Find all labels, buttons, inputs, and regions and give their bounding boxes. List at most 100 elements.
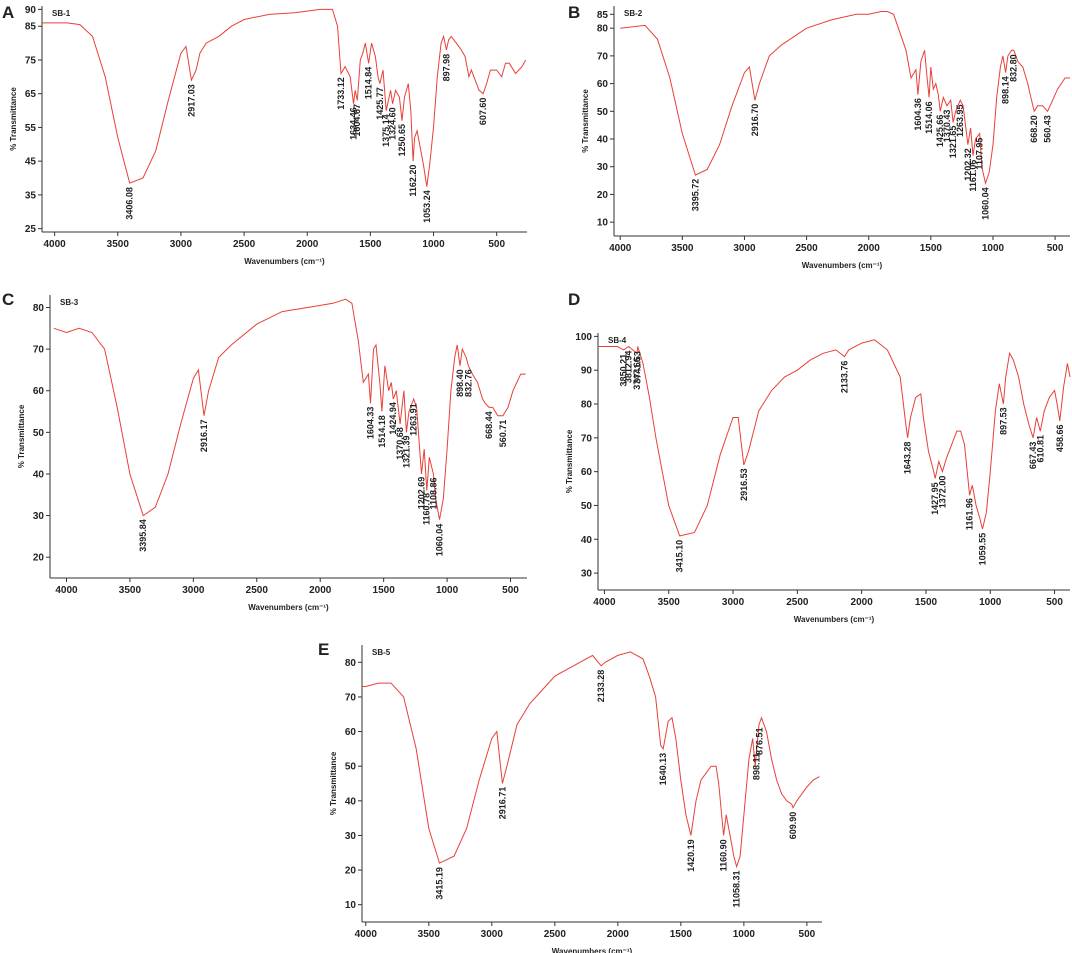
peak-label: 2916.71 bbox=[497, 787, 507, 820]
peak-label: 832.76 bbox=[463, 369, 473, 397]
peak-label: 1321.65 bbox=[948, 126, 958, 159]
x-axis-title: Wavenumbers (cm⁻¹) bbox=[244, 257, 325, 266]
x-tick-label: 3000 bbox=[170, 239, 193, 250]
peak-label: 560.43 bbox=[1043, 115, 1053, 143]
peak-label: 3747.66 bbox=[632, 357, 642, 390]
y-tick-label: 90 bbox=[25, 5, 37, 16]
peak-label: 1514.18 bbox=[377, 415, 387, 448]
y-tick-label: 50 bbox=[33, 428, 45, 439]
y-tick-label: 50 bbox=[597, 107, 609, 118]
x-tick-label: 500 bbox=[799, 929, 816, 940]
x-tick-label: 2000 bbox=[296, 239, 319, 250]
sample-label: SB-5 bbox=[372, 648, 391, 657]
peak-label: 3415.19 bbox=[434, 867, 444, 900]
peak-label: 1372.00 bbox=[937, 476, 947, 509]
y-tick-label: 55 bbox=[25, 123, 37, 134]
y-tick-label: 80 bbox=[345, 658, 357, 669]
spectrum-line bbox=[598, 339, 1071, 537]
peak-label: 1733.12 bbox=[336, 77, 346, 110]
spectrum-line bbox=[42, 8, 527, 187]
panel-letter: D bbox=[568, 290, 580, 309]
y-tick-label: 65 bbox=[25, 89, 37, 100]
y-tick-label: 20 bbox=[33, 553, 45, 564]
x-tick-label: 500 bbox=[488, 239, 505, 250]
y-tick-label: 20 bbox=[597, 190, 609, 201]
y-tick-label: 70 bbox=[33, 345, 45, 356]
x-tick-label: 3000 bbox=[481, 929, 504, 940]
x-tick-label: 2000 bbox=[309, 585, 332, 596]
y-tick-label: 30 bbox=[345, 831, 357, 842]
peak-label: 2133.28 bbox=[596, 670, 606, 703]
peak-label: 1108.86 bbox=[428, 478, 438, 510]
y-tick-label: 85 bbox=[25, 22, 37, 33]
y-tick-label: 80 bbox=[581, 400, 593, 411]
peak-label: 1160.78 bbox=[422, 493, 432, 525]
y-tick-label: 30 bbox=[581, 569, 593, 580]
peak-label: 1643.28 bbox=[903, 442, 913, 475]
peak-label: 1604.67 bbox=[352, 104, 362, 137]
x-tick-label: 2500 bbox=[786, 597, 809, 608]
sample-label: SB-1 bbox=[52, 9, 71, 18]
x-tick-label: 1000 bbox=[979, 597, 1002, 608]
x-tick-label: 3500 bbox=[658, 597, 681, 608]
x-tick-label: 4000 bbox=[55, 585, 78, 596]
x-tick-label: 3500 bbox=[119, 585, 142, 596]
peak-label: 1634.46 bbox=[348, 107, 358, 140]
y-axis-title: % Transmittance bbox=[9, 87, 18, 151]
peak-label: 11058.31 bbox=[732, 870, 742, 907]
y-tick-label: 75 bbox=[25, 55, 37, 66]
y-tick-label: 60 bbox=[33, 386, 45, 397]
peak-label: 1424.94 bbox=[388, 402, 398, 435]
sample-label: SB-2 bbox=[624, 9, 643, 18]
y-tick-label: 30 bbox=[33, 511, 45, 522]
peak-label: 2916.53 bbox=[739, 468, 749, 501]
y-tick-label: 20 bbox=[345, 866, 357, 877]
peak-label: 1514.06 bbox=[924, 101, 934, 134]
x-tick-label: 2500 bbox=[795, 243, 818, 254]
peak-label: 898.11 bbox=[752, 753, 762, 780]
y-tick-label: 80 bbox=[597, 24, 609, 35]
peak-label: 668.20 bbox=[1029, 115, 1039, 143]
y-tick-label: 30 bbox=[597, 162, 609, 173]
peak-label: 1060.04 bbox=[981, 187, 991, 220]
peak-label: 3406.08 bbox=[125, 187, 135, 220]
peak-label: 610.81 bbox=[1035, 435, 1045, 463]
y-axis-title: % Transmittance bbox=[565, 429, 574, 493]
x-axis-title: Wavenumbers (cm⁻¹) bbox=[552, 947, 633, 953]
peak-label: 3741.53 bbox=[633, 351, 643, 384]
x-tick-label: 3500 bbox=[107, 239, 130, 250]
peak-label: 3812.94 bbox=[623, 351, 633, 384]
panel-letter: E bbox=[318, 640, 329, 659]
y-tick-label: 70 bbox=[345, 692, 357, 703]
peak-label: 560.71 bbox=[498, 420, 508, 448]
peak-label: 1250.65 bbox=[397, 124, 407, 157]
y-tick-label: 60 bbox=[345, 727, 357, 738]
x-tick-label: 3000 bbox=[182, 585, 205, 596]
peak-label: 1427.95 bbox=[930, 482, 940, 515]
peak-label: 458.66 bbox=[1055, 425, 1065, 453]
peak-label: 1263.91 bbox=[409, 403, 419, 436]
peak-label: 1202.32 bbox=[963, 148, 973, 181]
y-tick-label: 85 bbox=[597, 10, 609, 21]
y-tick-label: 40 bbox=[345, 796, 357, 807]
x-axis-title: Wavenumbers (cm⁻¹) bbox=[794, 615, 875, 624]
peak-label: 1161.06 bbox=[968, 160, 978, 192]
x-tick-label: 500 bbox=[1047, 243, 1064, 254]
y-axis-title: % Transmittance bbox=[581, 89, 590, 153]
x-axis-title: Wavenumbers (cm⁻¹) bbox=[802, 261, 883, 270]
x-tick-label: 1000 bbox=[982, 243, 1005, 254]
peak-label: 1425.77 bbox=[375, 87, 385, 120]
y-axis-title: % Transmittance bbox=[17, 404, 26, 468]
panel-letter: C bbox=[2, 290, 14, 309]
x-tick-label: 4000 bbox=[44, 239, 67, 250]
peak-label: 1321.39 bbox=[401, 435, 411, 468]
x-tick-label: 500 bbox=[1046, 597, 1063, 608]
peak-label: 2916.17 bbox=[199, 420, 209, 453]
x-tick-label: 2500 bbox=[544, 929, 567, 940]
y-tick-label: 50 bbox=[581, 501, 593, 512]
x-tick-label: 500 bbox=[502, 585, 519, 596]
x-tick-label: 3000 bbox=[733, 243, 756, 254]
peak-label: 3415.10 bbox=[675, 540, 685, 573]
peak-label: 1324.60 bbox=[388, 107, 398, 140]
